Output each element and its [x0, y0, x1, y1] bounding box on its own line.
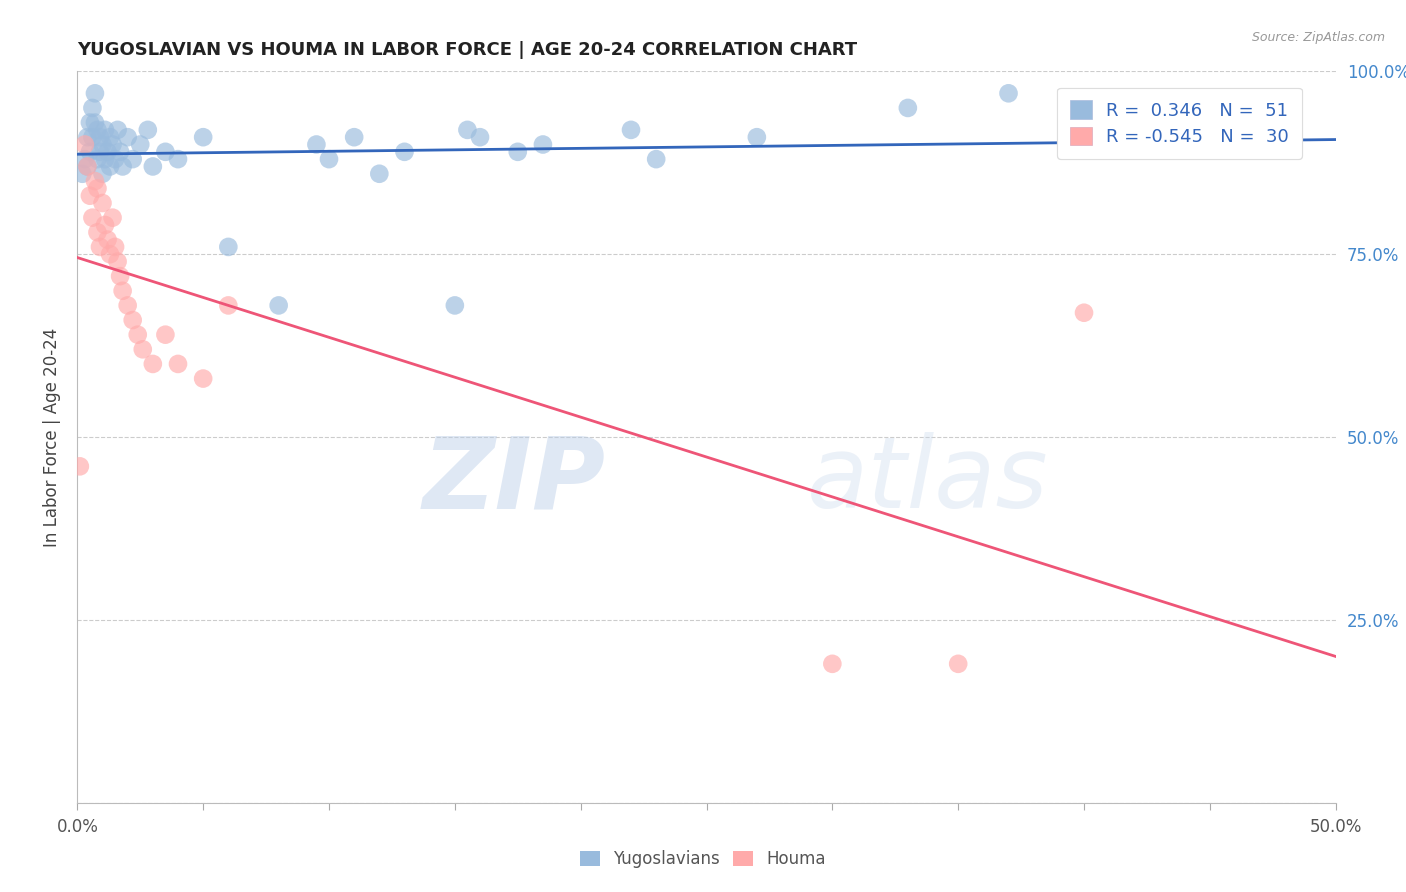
- Point: [191, 371, 215, 385]
- Point: [82, 101, 104, 115]
- Point: [267, 298, 290, 312]
- Point: [104, 152, 127, 166]
- Point: [73, 152, 96, 166]
- Point: [76, 160, 98, 174]
- Point: [117, 298, 139, 312]
- Point: [91, 196, 114, 211]
- Point: [121, 152, 143, 166]
- Point: [86, 152, 108, 166]
- Point: [98, 247, 121, 261]
- Point: [69, 459, 91, 474]
- Point: [821, 657, 844, 671]
- Point: [127, 327, 149, 342]
- Point: [107, 254, 129, 268]
- Point: [132, 343, 155, 357]
- Point: [136, 123, 159, 137]
- Point: [86, 225, 108, 239]
- Point: [217, 298, 239, 312]
- Point: [94, 152, 117, 166]
- Point: [86, 123, 108, 137]
- Point: [82, 130, 104, 145]
- Point: [96, 145, 118, 159]
- Point: [121, 313, 143, 327]
- Point: [96, 233, 118, 247]
- Point: [142, 357, 165, 371]
- Point: [89, 240, 111, 254]
- Point: [948, 657, 970, 671]
- Point: [468, 130, 491, 145]
- Point: [745, 130, 768, 145]
- Point: [117, 130, 139, 145]
- Point: [456, 123, 478, 137]
- Point: [129, 137, 152, 152]
- Point: [444, 298, 467, 312]
- Point: [98, 160, 121, 174]
- Point: [89, 145, 111, 159]
- Point: [155, 327, 177, 342]
- Point: [107, 123, 129, 137]
- Point: [506, 145, 529, 159]
- Point: [368, 167, 391, 181]
- Point: [82, 211, 104, 225]
- Legend: R =  0.346   N =  51, R = -0.545   N =  30: R = 0.346 N = 51, R = -0.545 N = 30: [1057, 87, 1302, 159]
- Point: [79, 188, 101, 202]
- Point: [89, 130, 111, 145]
- Point: [167, 357, 190, 371]
- Point: [108, 145, 131, 159]
- Point: [111, 284, 134, 298]
- Point: [531, 137, 554, 152]
- Point: [94, 218, 117, 232]
- Point: [91, 167, 114, 181]
- Point: [104, 240, 127, 254]
- Point: [620, 123, 643, 137]
- Text: YUGOSLAVIAN VS HOUMA IN LABOR FORCE | AGE 20-24 CORRELATION CHART: YUGOSLAVIAN VS HOUMA IN LABOR FORCE | AG…: [77, 41, 858, 59]
- Point: [91, 137, 114, 152]
- Point: [155, 145, 177, 159]
- Point: [343, 130, 366, 145]
- Point: [73, 137, 96, 152]
- Point: [84, 115, 107, 129]
- Point: [79, 115, 101, 129]
- Point: [101, 137, 124, 152]
- Point: [101, 211, 124, 225]
- Y-axis label: In Labor Force | Age 20-24: In Labor Force | Age 20-24: [44, 327, 62, 547]
- Point: [79, 145, 101, 159]
- Point: [76, 130, 98, 145]
- Text: Source: ZipAtlas.com: Source: ZipAtlas.com: [1251, 31, 1385, 45]
- Point: [645, 152, 668, 166]
- Point: [84, 87, 107, 101]
- Point: [394, 145, 416, 159]
- Point: [217, 240, 239, 254]
- Point: [142, 160, 165, 174]
- Point: [94, 123, 117, 137]
- Point: [305, 137, 328, 152]
- Point: [318, 152, 340, 166]
- Point: [72, 167, 94, 181]
- Point: [191, 130, 215, 145]
- Point: [108, 269, 131, 284]
- Point: [897, 101, 920, 115]
- Legend: Yugoslavians, Houma: Yugoslavians, Houma: [574, 844, 832, 875]
- Point: [1073, 306, 1095, 320]
- Point: [111, 160, 134, 174]
- Point: [76, 160, 98, 174]
- Point: [98, 130, 121, 145]
- Text: atlas: atlas: [807, 433, 1049, 530]
- Point: [997, 87, 1019, 101]
- Point: [167, 152, 190, 166]
- Point: [84, 174, 107, 188]
- Point: [86, 181, 108, 195]
- Text: ZIP: ZIP: [423, 433, 606, 530]
